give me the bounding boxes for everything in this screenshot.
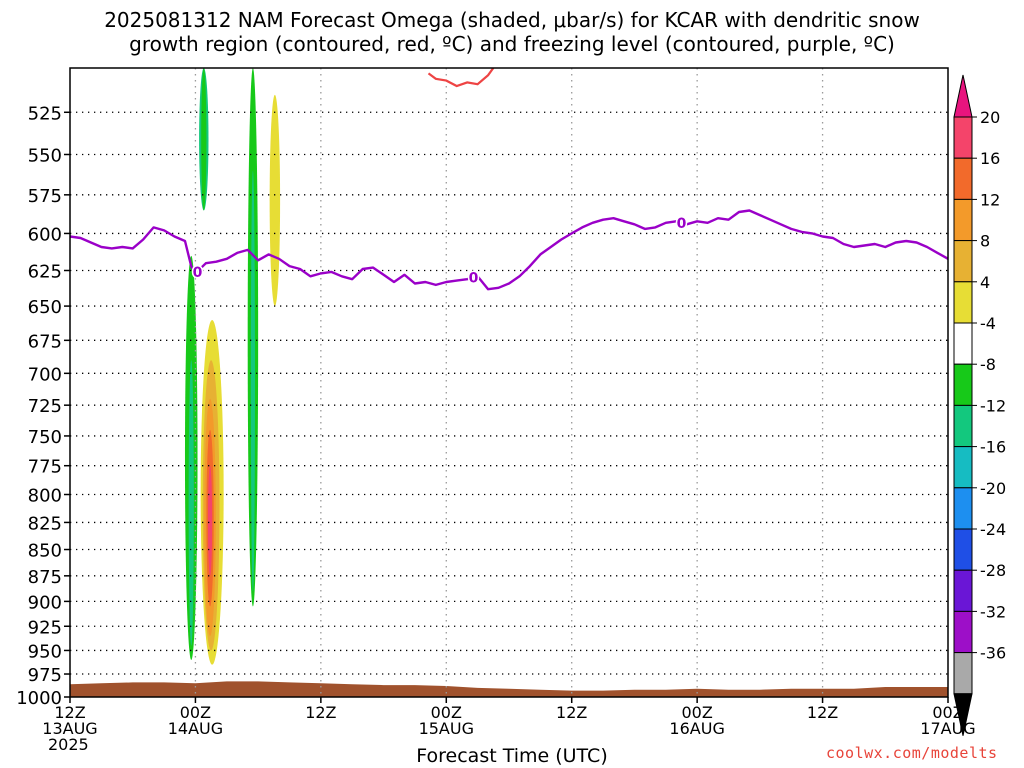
- y-tick-label: 975: [28, 665, 62, 686]
- omega-cell--8: [201, 68, 207, 211]
- y-tick-label: 525: [28, 103, 62, 124]
- colorbar-label: -28: [980, 561, 1006, 580]
- colorbar-swatch: [953, 322, 973, 365]
- terrain-fill: [70, 681, 948, 697]
- colorbar-swatch: [953, 281, 973, 324]
- contour-lines: 0 0 0: [70, 68, 948, 291]
- colorbar-label: -4: [980, 314, 996, 333]
- colorbar-swatch: [953, 487, 973, 530]
- omega-cell--12: [250, 170, 256, 592]
- y-tick-label: 875: [28, 567, 62, 588]
- y-tick-label: 700: [28, 364, 62, 385]
- y-tick-label: 750: [28, 427, 62, 448]
- y-tick-label: 725: [28, 396, 62, 417]
- colorbar-label: -20: [980, 479, 1006, 498]
- y-tick-label: 675: [28, 331, 62, 352]
- terrain-area: [70, 681, 948, 697]
- plot-frame: [69, 67, 949, 698]
- colorbar-label: -24: [980, 520, 1006, 539]
- y-tick-label: 650: [28, 297, 62, 318]
- colorbar-swatch: [953, 363, 973, 406]
- y-tick-label: 1000: [16, 688, 62, 709]
- x-tick-label: 12Z: [807, 703, 838, 722]
- y-tick-label: 850: [28, 541, 62, 562]
- y-tick-label: 800: [28, 486, 62, 507]
- colorbar-swatch: [953, 116, 973, 159]
- x-axis-label: Forecast Time (UTC): [416, 745, 608, 767]
- omega-cell--12: [188, 360, 194, 646]
- colorbar-label: 20: [980, 108, 1000, 127]
- colorbar-swatch: [953, 404, 973, 448]
- freezing-level-label: 0: [677, 216, 687, 232]
- colorbar-bottom-arrow: [953, 693, 973, 736]
- colorbar-label: 8: [980, 232, 990, 251]
- omega-shading: [184, 68, 281, 665]
- x-tick-label: 00Z: [180, 703, 211, 722]
- colorbar-label: -36: [980, 644, 1006, 663]
- omega-cell-4: [269, 94, 281, 307]
- y-tick-label: 575: [28, 186, 62, 207]
- chart-title-line1: 2025081312 NAM Forecast Omega (shaded, μ…: [104, 8, 920, 32]
- y-tick-label: 625: [28, 261, 62, 282]
- x-tick-label: 14AUG: [168, 719, 223, 738]
- y-tick-label: 925: [28, 617, 62, 638]
- colorbar-swatch: [953, 610, 973, 654]
- colorbar-label: -32: [980, 602, 1006, 621]
- x-tick-label: 12Z: [556, 703, 587, 722]
- omega-cell-20: [207, 465, 213, 576]
- x-tick-label: 00Z: [431, 703, 462, 722]
- credit-text: coolwx.com/modelts: [826, 744, 998, 762]
- x-tick-label: 12Z: [305, 703, 336, 722]
- colorbar-label: 16: [980, 149, 1000, 168]
- colorbar-swatch: [953, 446, 973, 489]
- x-tick-label: 2025: [48, 735, 89, 754]
- colorbar-label: -16: [980, 438, 1006, 457]
- freezing-level-line: [70, 209, 948, 291]
- colorbar-swatch: [953, 528, 973, 571]
- y-tick-label: 600: [28, 224, 62, 245]
- dgz-contour: [427, 68, 495, 88]
- colorbar-swatch: [953, 652, 973, 695]
- x-tick-label: 17AUG: [920, 719, 975, 738]
- colorbar-label: 12: [980, 190, 1000, 209]
- grid-lines: [70, 68, 948, 697]
- x-tick-label: 15AUG: [419, 719, 474, 738]
- colorbar-swatch: [953, 569, 973, 612]
- freezing-level-label: 0: [193, 265, 203, 281]
- x-tick-label: 00Z: [932, 703, 963, 722]
- x-tick-label: 13AUG: [42, 719, 97, 738]
- colorbar: 20 16 12 8 4 -4 -8 -12 -16 -20 -24 -28 -32 -36: [953, 74, 1006, 736]
- colorbar-label: -8: [980, 355, 996, 374]
- y-tick-label: 900: [28, 592, 62, 613]
- colorbar-label: 4: [980, 273, 990, 292]
- y-tick-label: 775: [28, 457, 62, 478]
- chart-title-line2: growth region (contoured, red, ºC) and f…: [129, 32, 895, 56]
- x-tick-label: 16AUG: [669, 719, 724, 738]
- freezing-level-label: 0: [469, 271, 479, 287]
- colorbar-swatch: [953, 157, 973, 200]
- x-tick-label: 12Z: [54, 703, 85, 722]
- colorbar-swatch: [953, 240, 973, 283]
- x-tick-label: 00Z: [681, 703, 712, 722]
- colorbar-top-arrow: [953, 74, 973, 118]
- y-tick-label: 950: [28, 641, 62, 662]
- colorbar-label: -12: [980, 396, 1006, 415]
- axes: 525 550 575 600 625 650 675 700 725 750 775 800 825 8…: [16, 67, 976, 754]
- y-tick-label: 550: [28, 145, 62, 166]
- y-tick-label: 825: [28, 513, 62, 534]
- colorbar-swatch: [953, 198, 973, 242]
